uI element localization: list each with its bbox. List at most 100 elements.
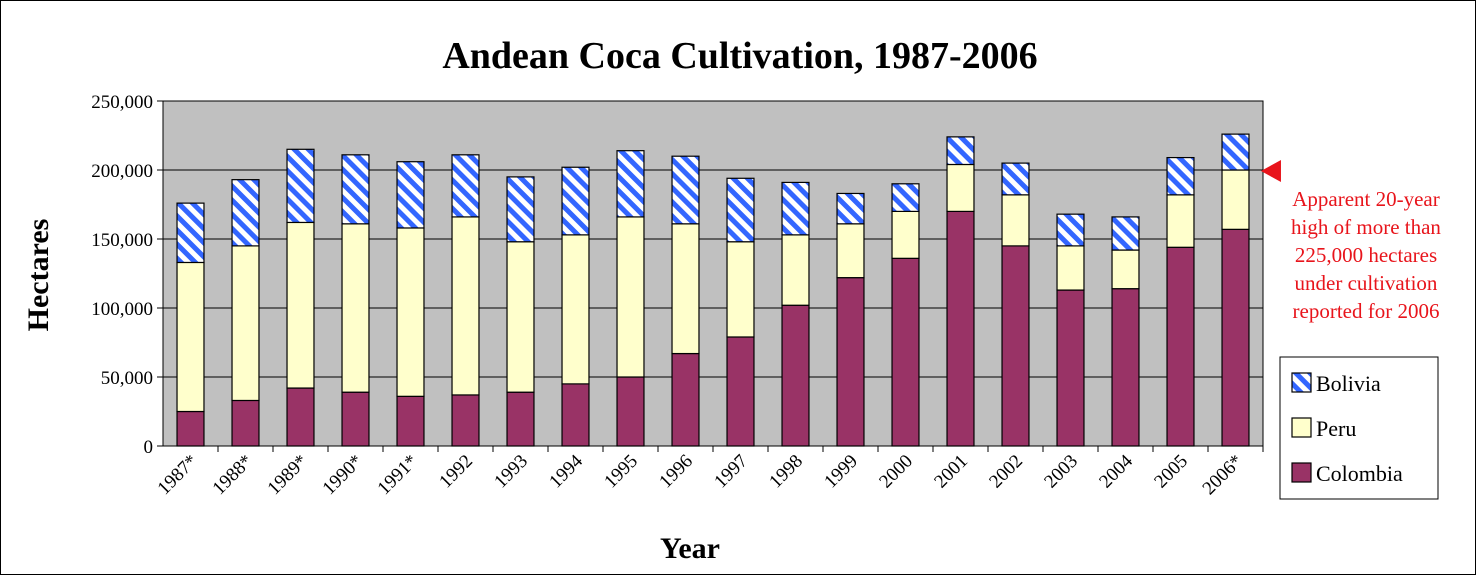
x-tick-label: 1988* — [209, 451, 257, 499]
x-tick-label: 2004 — [1095, 450, 1137, 492]
bar-bolivia — [1111, 216, 1140, 251]
x-tick-label: 2005 — [1150, 451, 1192, 493]
x-tick-label: 2002 — [985, 451, 1027, 493]
bar-colombia — [1056, 289, 1085, 447]
bar-bolivia — [176, 202, 205, 264]
x-tick-label: 1991* — [374, 451, 422, 499]
bar-bolivia — [1221, 133, 1250, 171]
bar-bolivia — [396, 161, 425, 229]
x-tick-label: 1999 — [820, 451, 862, 493]
bar-bolivia — [1001, 162, 1030, 196]
bar-colombia — [286, 387, 315, 447]
bar-colombia — [616, 376, 645, 447]
x-tick-label: 1992 — [435, 451, 477, 493]
x-tick-label: 1990* — [319, 451, 367, 499]
bar-bolivia — [561, 166, 590, 236]
legend-entry: Colombia — [1316, 461, 1403, 486]
bar-bolivia — [451, 154, 480, 218]
x-tick-label: 1996 — [655, 451, 697, 493]
bar-colombia — [1166, 246, 1195, 447]
y-tick-label: 150,000 — [91, 230, 153, 251]
bar-bolivia — [616, 150, 645, 218]
bar-peru — [341, 223, 370, 393]
x-tick-label: 2003 — [1040, 451, 1082, 493]
bar-peru — [616, 216, 645, 378]
bar-colombia — [451, 394, 480, 447]
bar-bolivia — [726, 177, 755, 243]
bar-bolivia — [781, 181, 810, 236]
y-tick-label: 100,000 — [91, 299, 153, 320]
bar-bolivia — [891, 183, 920, 213]
bar-colombia — [1111, 288, 1140, 447]
x-tick-label: 1998 — [765, 451, 807, 493]
bar-colombia — [726, 336, 755, 447]
bar-peru — [231, 245, 260, 402]
bar-peru — [726, 241, 755, 338]
bar-colombia — [671, 352, 700, 447]
bar-bolivia — [286, 148, 315, 224]
annotation-line: reported for 2006 — [1293, 299, 1440, 323]
bar-peru — [891, 210, 920, 259]
bar-colombia — [836, 277, 865, 447]
x-tick-label: 2001 — [930, 451, 972, 493]
bar-peru — [286, 221, 315, 389]
plot-border — [162, 100, 1264, 447]
bar-peru — [506, 241, 535, 393]
bar-peru — [1166, 194, 1195, 248]
y-tick-label: 50,000 — [101, 368, 153, 389]
bar-colombia — [176, 410, 205, 447]
bar-colombia — [1001, 245, 1030, 447]
bar-bolivia — [506, 176, 535, 243]
bar-colombia — [341, 391, 370, 447]
bar-peru — [451, 216, 480, 396]
x-tick-label: 2000 — [875, 451, 917, 493]
x-tick-label: 1994 — [545, 450, 587, 492]
y-tick-label: 200,000 — [91, 161, 153, 182]
bar-peru — [781, 234, 810, 306]
annotation-arrow — [1260, 160, 1281, 182]
x-tick-label: 1993 — [490, 451, 532, 493]
bar-bolivia — [946, 136, 975, 166]
bar-colombia — [891, 257, 920, 447]
bar-bolivia — [1056, 213, 1085, 247]
y-axis-title: Hectares — [22, 219, 55, 332]
bar-colombia — [946, 210, 975, 447]
bar-peru — [1111, 249, 1140, 290]
plot-area: 0 50,000 100,000 150,000 200,000 250,000 1987*… — [91, 92, 1264, 499]
legend: Bolivia Peru Colombia — [1279, 356, 1439, 500]
legend-swatch — [1291, 372, 1312, 393]
annotation-line: high of more than — [1291, 215, 1441, 239]
bar-colombia — [506, 391, 535, 447]
bar-peru — [671, 223, 700, 355]
x-axis-title: Year — [660, 532, 720, 565]
bar-bolivia — [836, 192, 865, 225]
chart-title: Andean Coca Cultivation, 1987-2006 — [442, 35, 1037, 77]
x-tick-label: 1995 — [600, 451, 642, 493]
bar-bolivia — [1166, 156, 1195, 196]
bar-peru — [836, 223, 865, 279]
annotation-line: Apparent 20-year — [1292, 187, 1440, 211]
bar-colombia — [396, 395, 425, 447]
legend-entry: Peru — [1316, 416, 1356, 441]
x-tick-label: 1987* — [154, 451, 202, 499]
bar-bolivia — [341, 154, 370, 225]
bar-peru — [396, 227, 425, 397]
x-tick-label: 1997 — [710, 451, 752, 493]
bar-peru — [946, 163, 975, 212]
legend-swatch — [1291, 462, 1312, 483]
bar-bolivia — [231, 179, 260, 247]
legend-swatch — [1291, 417, 1312, 438]
annotation-line: 225,000 hectares — [1295, 243, 1437, 267]
bar-peru — [1221, 169, 1250, 230]
bar-peru — [176, 261, 205, 413]
bar-colombia — [781, 304, 810, 447]
bar-colombia — [561, 383, 590, 447]
annotation-line: under cultivation — [1295, 271, 1438, 295]
y-tick-label: 0 — [144, 437, 154, 458]
x-tick-label: 1989* — [264, 451, 312, 499]
bar-bolivia — [671, 155, 700, 225]
bar-colombia — [1221, 228, 1250, 447]
bar-peru — [561, 234, 590, 385]
legend-entry: Bolivia — [1316, 371, 1381, 396]
